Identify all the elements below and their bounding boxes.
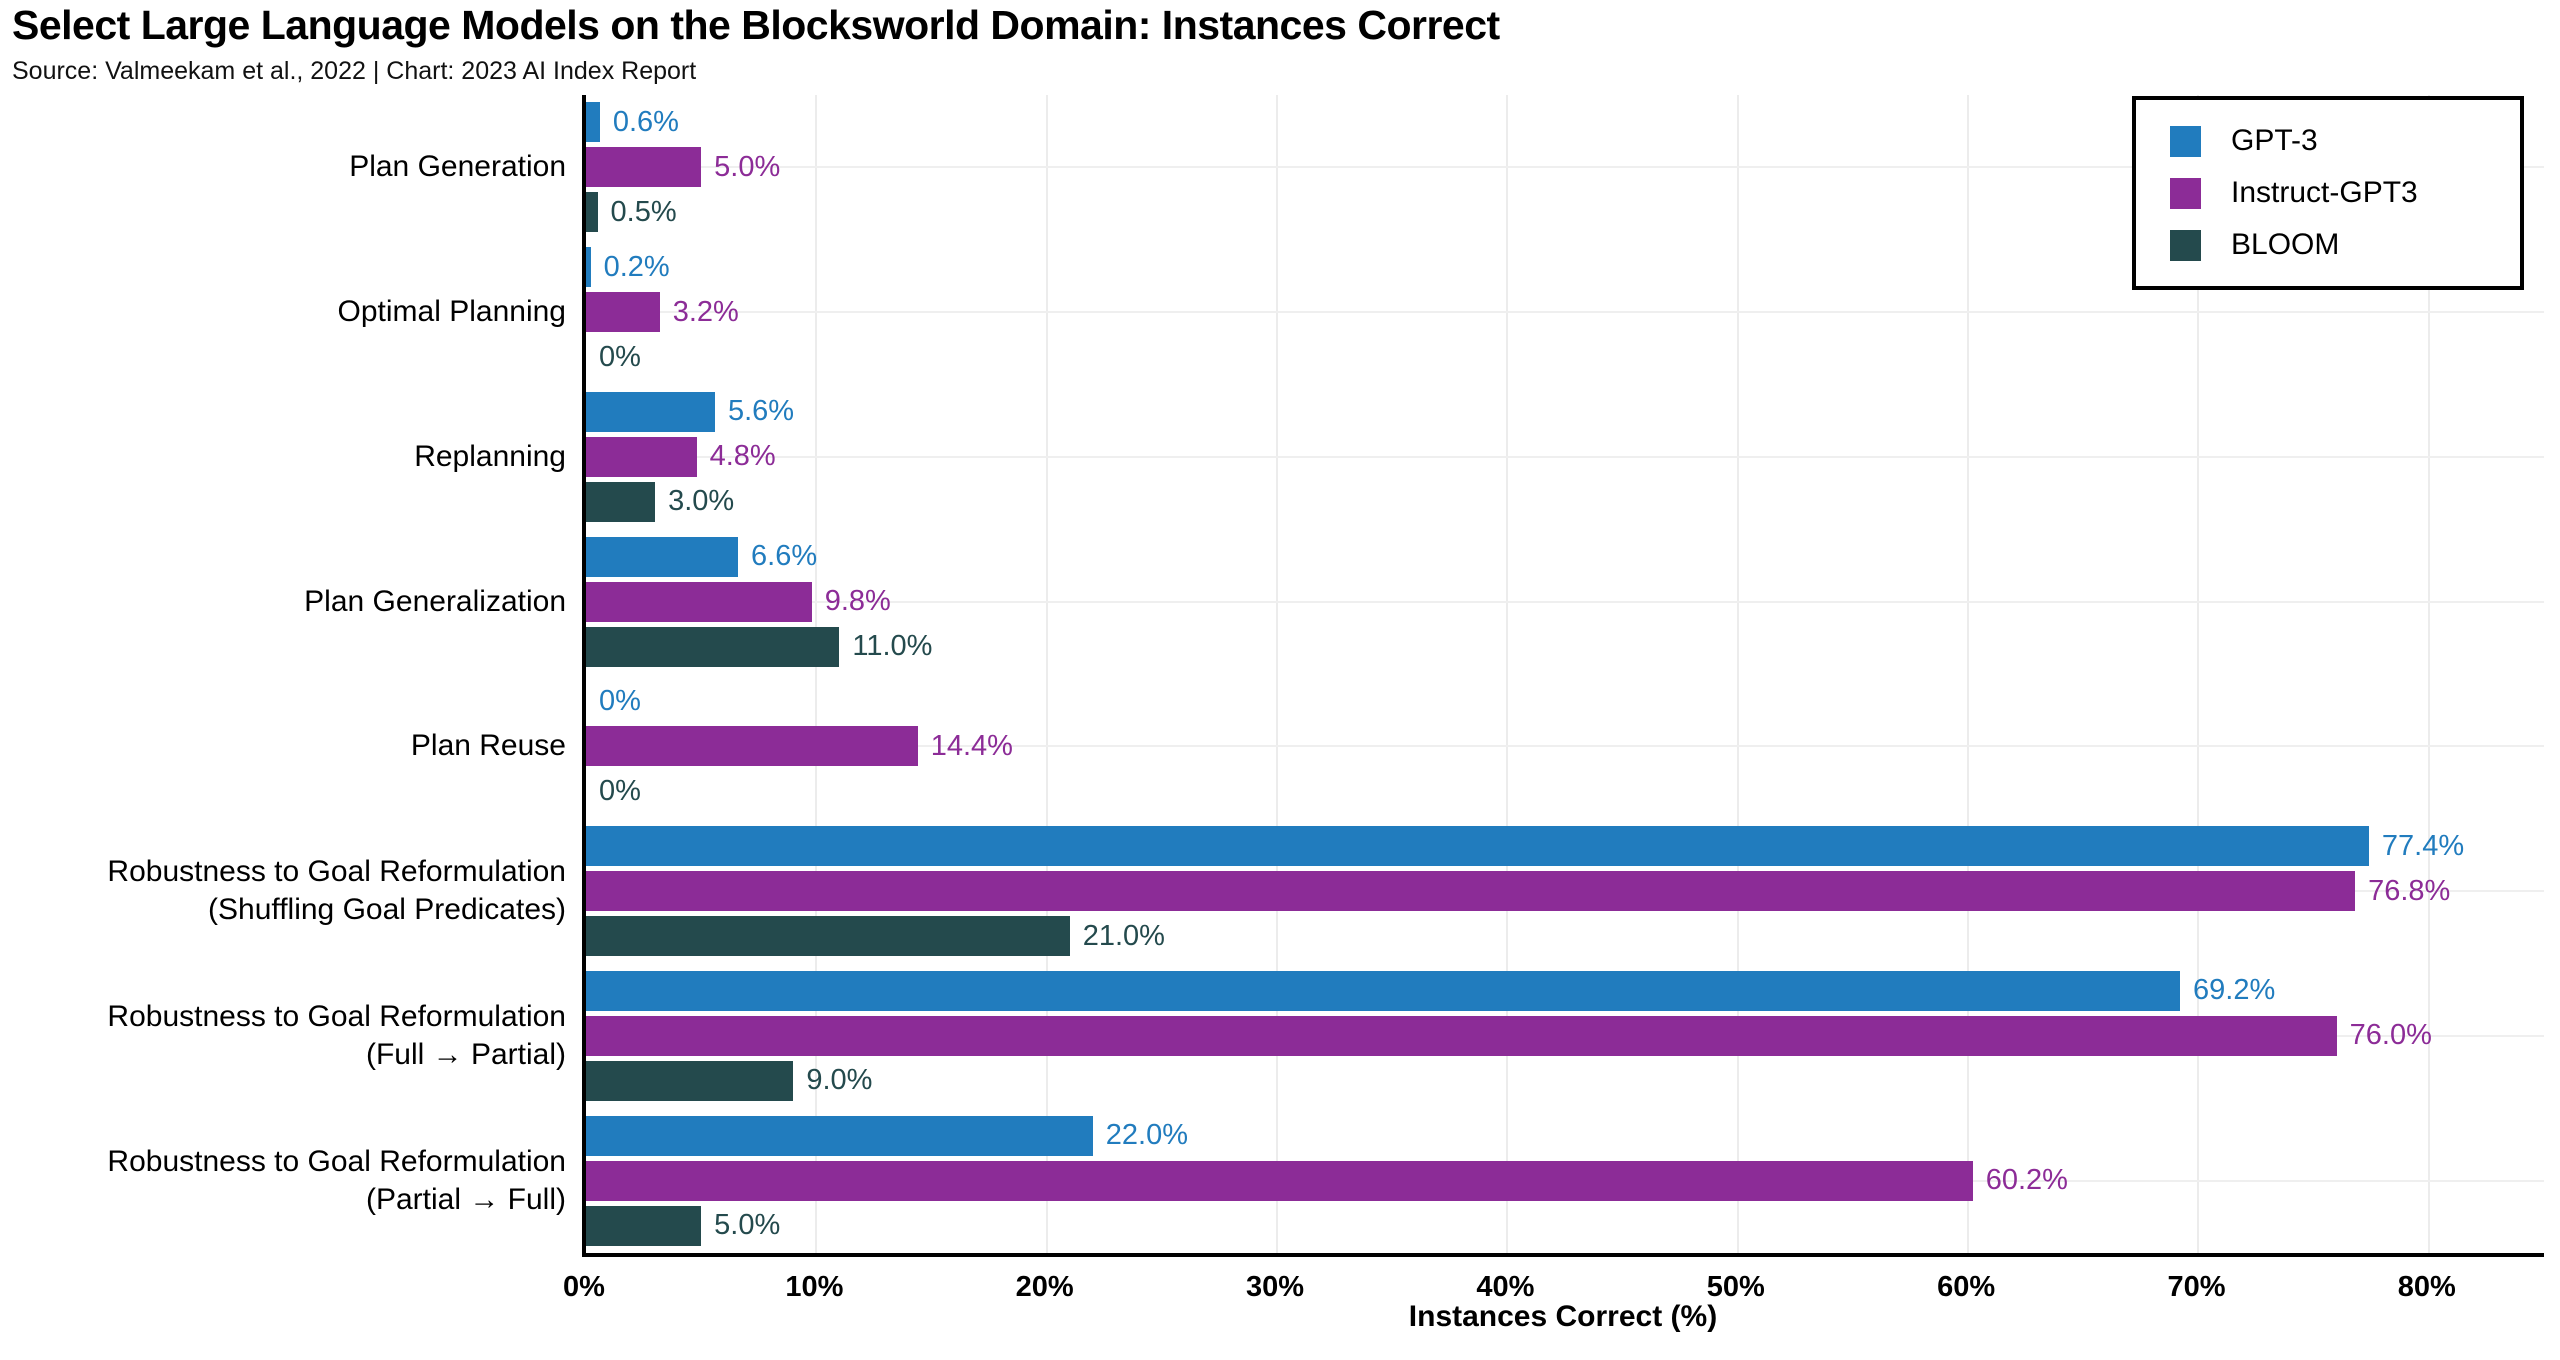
bar-value-label: 69.2% [2193,974,2276,1007]
bar-value-label: 0% [599,340,641,373]
gridline-vertical-70% [2197,95,2200,1253]
bar-gpt-3 [586,536,739,577]
bar-instruct-gpt3 [586,871,2356,912]
chart-title: Select Large Language Models on the Bloc… [12,2,1500,48]
gridline-vertical-40% [1506,95,1509,1253]
category-label-7: Robustness to Goal Reformulation (Full →… [107,999,566,1071]
bar-bloom [586,1060,794,1101]
bar-instruct-gpt3 [586,292,660,333]
legend-label-instruct-gpt3: Instruct-GPT3 [2231,176,2418,209]
category-label-2: Optimal Planning [337,295,566,329]
legend-swatch-gpt3 [2170,125,2201,157]
bar-value-label: 0.6% [612,105,679,138]
bar-value-label: 5.6% [727,395,795,428]
bar-gpt-3 [586,102,600,143]
category-label-4: Plan Generalization [304,584,566,618]
gridline-horizontal [586,311,2544,314]
bar-gpt-3 [586,247,591,288]
x-tick-label-50%: 50% [1706,1271,1765,1303]
x-tick-label-10%: 10% [785,1271,844,1303]
gridline-horizontal [586,166,2544,169]
gridline-vertical-80% [2427,95,2430,1253]
gridline-horizontal [586,455,2544,458]
x-axis-title: Instances Correct (%) [1408,1300,1718,1333]
legend-swatch-instruct-gpt3 [2170,177,2201,209]
x-tick-label-0%: 0% [563,1271,605,1303]
bar-value-label: 77.4% [2381,829,2465,862]
bar-bloom [586,626,840,667]
bar-value-label: 76.8% [2368,874,2451,907]
bar-value-label: 5.0% [714,1209,781,1242]
bar-value-label: 6.6% [751,540,818,573]
bar-value-label: 0% [599,774,641,807]
x-tick-label-20%: 20% [1015,1271,1074,1303]
category-label-3: Replanning [414,439,566,473]
gridline-vertical-20% [1045,95,1048,1253]
bar-gpt-3 [586,826,2369,867]
bar-value-label: 0% [599,684,641,717]
bar-value-label: 3.0% [668,485,735,518]
gridline-horizontal [586,600,2544,603]
bar-value-label: 0.2% [603,250,670,283]
gridline-vertical-10% [815,95,818,1253]
bar-gpt-3 [586,970,2181,1011]
category-label-8: Robustness to Goal Reformulation (Partia… [107,1144,566,1216]
x-tick-label-30%: 30% [1246,1271,1305,1303]
category-label-1: Plan Generation [349,150,566,184]
bar-gpt-3 [586,1115,1093,1156]
gridline-vertical-50% [1736,95,1739,1253]
bar-instruct-gpt3 [586,1160,1973,1201]
legend-item-bloom: BLOOM [2170,228,2520,262]
legend-item-gpt3: GPT-3 [2170,124,2520,158]
chart-source: Source: Valmeekam et al., 2022 | Chart: … [12,57,697,85]
x-tick-label-60%: 60% [1937,1271,1996,1303]
bar-value-label: 9.0% [806,1064,873,1097]
x-tick-label-40%: 40% [1476,1271,1535,1303]
bar-instruct-gpt3 [586,147,702,188]
bar-value-label: 76.0% [2349,1019,2432,1052]
bar-bloom [586,916,1070,957]
legend-label-gpt3: GPT-3 [2231,124,2318,157]
legend-item-instruct-gpt3: Instruct-GPT3 [2170,176,2520,210]
bar-bloom [586,1205,702,1246]
bar-instruct-gpt3 [586,726,918,767]
bar-value-label: 3.2% [672,295,739,328]
gridline-vertical-30% [1276,95,1279,1253]
plot-area: 0.6% 5.0% 0.5% 0.2% 3.2% 0% 5.6% 4.8% 3.0% 6.6% 9.… [582,95,2544,1257]
bar-value-label: 21.0% [1082,919,1165,952]
bar-value-label: 9.8% [824,585,891,618]
legend-swatch-bloom [2170,229,2201,261]
bar-bloom [586,192,598,233]
bar-value-label: 0.5% [610,195,677,228]
x-tick-label-70%: 70% [2167,1271,2226,1303]
bar-instruct-gpt3 [586,581,812,622]
category-label-5: Plan Reuse [410,729,566,763]
bar-value-label: 60.2% [1985,1164,2068,1197]
legend-label-bloom: BLOOM [2231,228,2340,261]
gridline-horizontal [586,745,2544,748]
bar-instruct-gpt3 [586,1015,2337,1056]
bar-value-label: 11.0% [852,630,933,663]
bar-bloom [586,481,656,522]
legend: GPT-3 Instruct-GPT3 BLOOM [2132,96,2524,290]
category-label-6: Robustness to Goal Reformulation (Shuffl… [107,855,566,927]
gridline-vertical-60% [1967,95,1970,1253]
bar-gpt-3 [586,391,715,432]
bar-value-label: 4.8% [709,440,776,473]
bar-value-label: 5.0% [714,150,781,183]
bar-value-label: 22.0% [1105,1119,1188,1152]
bar-instruct-gpt3 [586,436,697,477]
x-tick-label-80%: 80% [2397,1271,2456,1303]
bar-value-label: 14.4% [930,729,1013,762]
